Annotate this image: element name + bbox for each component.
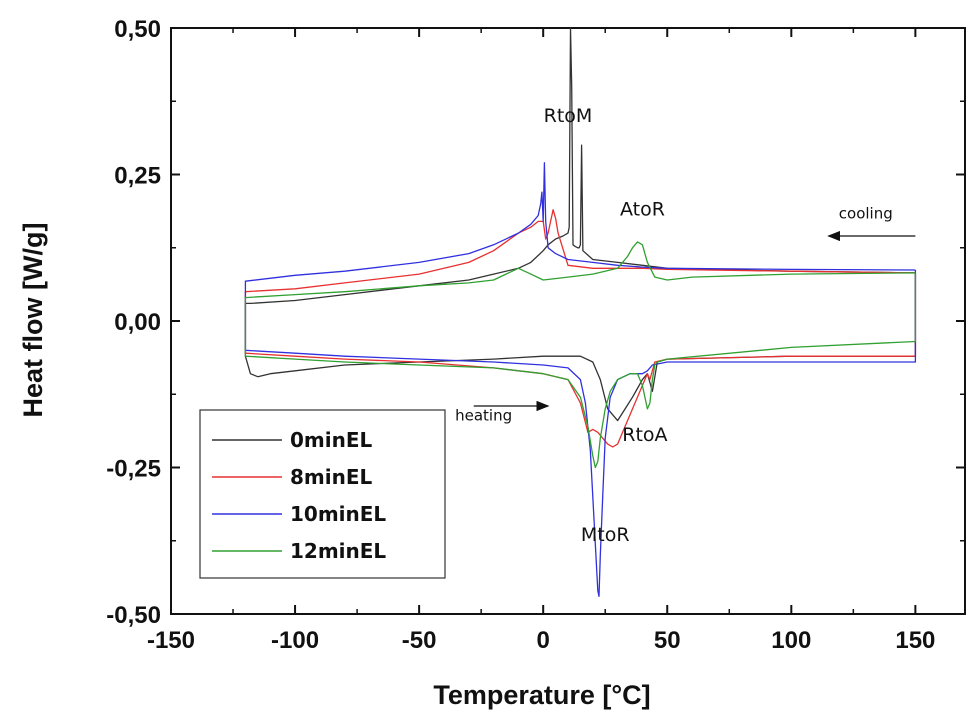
annotation-heating: heating [455,407,512,425]
legend: 0minEL 8minEL 10minEL 12minEL [199,409,446,579]
x-tick-label: 100 [771,627,811,654]
x-axis-title: Temperature [°C] [433,680,650,710]
x-tick-label: 150 [895,627,935,654]
annotations: RtoM AtoR cooling heating RtoA MtoR [455,105,916,546]
series-layer [244,27,917,598]
series-line-0minEL [244,27,917,422]
y-tick-label: -0,25 [106,456,161,483]
legend-label-10minEL: 10minEL [290,502,386,526]
x-tick-label: -100 [271,627,319,654]
x-tick-label: 0 [537,627,550,654]
x-tick-label: -50 [402,627,437,654]
legend-label-8minEL: 8minEL [290,465,373,489]
y-axis-title: Heat flow [W/g] [18,223,48,418]
y-tick-label: -0,50 [106,602,161,629]
series-line-12minEL [244,241,917,469]
legend-label-0minEL: 0minEL [290,428,373,452]
x-axis-ticks: -150 -100 -50 0 50 100 150 [147,28,935,654]
y-tick-label: 0,25 [114,163,161,190]
annotation-cooling: cooling [839,204,893,222]
x-tick-label: -150 [147,627,195,654]
annotation-mtor: MtoR [581,524,630,546]
y-tick-label: 0,50 [114,16,161,43]
annotation-rtoa: RtoA [622,424,667,446]
legend-box [199,409,446,579]
annotation-rtom: RtoM [544,105,593,127]
legend-label-12minEL: 12minEL [290,539,386,563]
series-line-8minEL [244,209,917,448]
annotation-ator: AtoR [620,199,665,221]
y-axis-ticks: 0,50 0,25 0,00 -0,25 -0,50 [106,16,965,629]
x-tick-label: 50 [654,627,681,654]
y-tick-label: 0,00 [114,309,161,336]
